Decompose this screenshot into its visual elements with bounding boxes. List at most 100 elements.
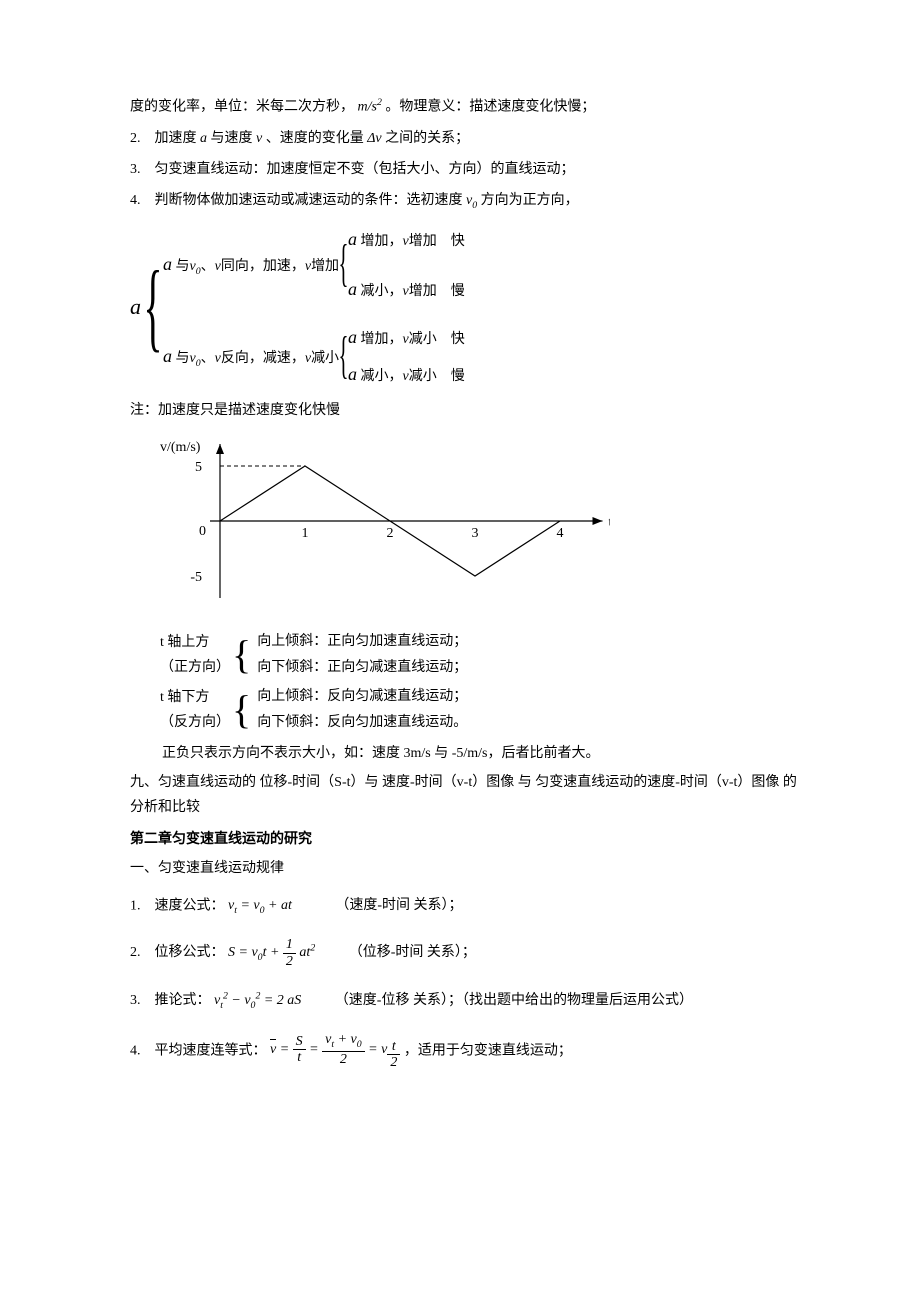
svg-text:v/(m/s): v/(m/s) xyxy=(160,440,201,455)
sub-0: 0 xyxy=(251,1000,256,1011)
unit-m: m xyxy=(358,100,368,115)
exp: 2 xyxy=(255,990,260,1001)
text: 度的变化率，单位：米每二次方秒， xyxy=(130,100,354,115)
sym-vbar: v xyxy=(270,1037,276,1062)
sym-a: a xyxy=(163,346,172,366)
text: 之间的关系； xyxy=(385,131,469,146)
sym-a: a xyxy=(348,364,357,384)
eq: = xyxy=(280,1042,293,1057)
text: 增加， xyxy=(357,234,403,249)
relation: （速度-时间 关系）； xyxy=(335,898,462,913)
sym-v0-sub: 0 xyxy=(472,200,477,211)
plus: + xyxy=(270,945,283,960)
svg-text:1: 1 xyxy=(302,526,309,541)
formula-3: 3. 推论式： vt2 − v02 = 2 aS （速度-位移 关系）；（找出题… xyxy=(130,987,800,1014)
text: 与速度 xyxy=(211,131,253,146)
list-item-3: 3. 匀变速直线运动：加速度恒定不变（包括大小、方向）的直线运动； xyxy=(130,157,800,182)
text: （正方向） xyxy=(160,655,232,680)
sub-t-half: t2 xyxy=(387,1049,400,1060)
paragraph-rate-of-change: 度的变化率，单位：米每二次方秒， m/s2 。物理意义：描述速度变化快慢； xyxy=(130,94,800,120)
section-nine: 九、匀速直线运动的 位移-时间（S-t）与 速度-时间（v-t）图像 与 匀变速… xyxy=(130,770,800,820)
eq: = xyxy=(309,1042,322,1057)
text: 减小 慢 xyxy=(409,369,465,384)
text: 2. 加速度 xyxy=(130,131,197,146)
svg-text:5: 5 xyxy=(195,460,202,475)
text: 增加 慢 xyxy=(409,284,465,299)
den: t xyxy=(293,1050,306,1065)
formula-2: 2. 位移公式： S = v0t + 12 at2 （位移-时间 关系）； xyxy=(130,937,800,969)
text: t 轴上方 xyxy=(160,630,232,655)
text: 增加 快 xyxy=(409,234,465,249)
text: 方向为正方向， xyxy=(481,193,579,208)
trail: ，适用于匀变速直线运动； xyxy=(404,1043,572,1058)
text: （反方向） xyxy=(160,710,232,735)
bracket-below-axis: t 轴下方 （反方向） { 向上倾斜：反向匀减速直线运动； 向下倾斜：反向匀加速… xyxy=(130,684,800,737)
exp: 2 xyxy=(223,990,228,1001)
eq: = xyxy=(240,898,253,913)
den: 2 xyxy=(387,1055,400,1070)
text: 向下倾斜：反向匀加速直线运动。 xyxy=(257,710,467,737)
unit-exp: 2 xyxy=(377,97,382,108)
brace-icon: { xyxy=(143,266,162,346)
label: 2. 位移公式： xyxy=(130,945,225,960)
eq: = 2 xyxy=(264,993,284,1008)
text: 、 xyxy=(201,259,215,274)
plus: + xyxy=(268,898,281,913)
plus: + xyxy=(334,1032,350,1047)
text: 减小 xyxy=(311,351,339,366)
text: 向上倾斜：正向匀加速直线运动； xyxy=(257,629,467,656)
relation: （速度-位移 关系）；（找出题中给出的物理量后运用公式） xyxy=(335,993,693,1008)
label: 3. 推论式： xyxy=(130,993,211,1008)
sub-t: t xyxy=(234,905,237,916)
text: 向上倾斜：反向匀减速直线运动； xyxy=(257,684,467,711)
sym-v: v xyxy=(256,131,262,146)
num: vt + v0 xyxy=(322,1032,365,1052)
sym-at: at xyxy=(281,898,292,913)
den: 2 xyxy=(283,954,296,969)
svg-text:0: 0 xyxy=(199,524,206,539)
sym-a: a xyxy=(163,254,172,274)
vt-chart: v/(m/s)t/s-5051234 xyxy=(150,431,800,620)
num: 1 xyxy=(283,937,296,953)
exp-2: 2 xyxy=(310,943,315,954)
num: S xyxy=(293,1034,306,1050)
bracket-label: t 轴下方 （反方向） xyxy=(160,685,232,735)
text: 向下倾斜：正向匀减速直线运动； xyxy=(257,655,467,682)
text: 反向，减速， xyxy=(221,351,305,366)
bracket-content: 向上倾斜：反向匀减速直线运动； 向下倾斜：反向匀加速直线运动。 xyxy=(257,684,467,737)
branch-1: a 与v0、v同向，加速，v增加 xyxy=(163,248,339,280)
minus: − xyxy=(231,993,244,1008)
eq: = xyxy=(368,1042,381,1057)
branch-2-children: a 增加，v减小 快 a 减小，v减小 慢 xyxy=(348,321,465,390)
svg-text:t/s: t/s xyxy=(609,515,611,530)
formula-4: 4. 平均速度连等式： v = St = vt + v0 2 = vt2 ，适用… xyxy=(130,1032,800,1070)
sym-a: a xyxy=(200,131,207,146)
bracket-label: t 轴上方 （正方向） xyxy=(160,630,232,680)
num: t xyxy=(387,1039,400,1055)
text: 与 xyxy=(172,259,190,274)
text: 。物理意义：描述速度变化快慢； xyxy=(385,100,595,115)
den: 2 xyxy=(322,1052,365,1067)
brace-icon: { xyxy=(232,692,251,728)
fraction-S-t: St xyxy=(293,1034,306,1066)
tree-root: a xyxy=(130,287,141,327)
relation: （位移-时间 关系）； xyxy=(349,945,476,960)
list-item-4: 4. 判断物体做加速运动或减速运动的条件：选初速度 v0 方向为正方向， xyxy=(130,188,800,214)
brace-icon: { xyxy=(232,637,251,673)
bracket-above-axis: t 轴上方 （正方向） { 向上倾斜：正向匀加速直线运动； 向下倾斜：正向匀减速… xyxy=(130,629,800,682)
fraction-vsum: vt + v0 2 xyxy=(322,1032,365,1067)
text: 减小 快 xyxy=(409,332,465,347)
brace-icon: { xyxy=(339,246,349,282)
sym-dv: Δv xyxy=(367,131,381,146)
formula-1: 1. 速度公式： vt = v0 + at （速度-时间 关系）； xyxy=(130,893,800,919)
sub-0: 0 xyxy=(260,905,265,916)
brace-icon: { xyxy=(339,338,349,374)
label: 4. 平均速度连等式： xyxy=(130,1043,267,1058)
text: 增加， xyxy=(357,332,403,347)
sub-0: 0 xyxy=(357,1039,362,1050)
eq: = xyxy=(239,945,252,960)
text: 减小， xyxy=(357,369,403,384)
fraction-half: 12 xyxy=(283,937,296,969)
sym-a: a xyxy=(348,279,357,299)
bracket-content: 向上倾斜：正向匀加速直线运动； 向下倾斜：正向匀减速直线运动； xyxy=(257,629,467,682)
